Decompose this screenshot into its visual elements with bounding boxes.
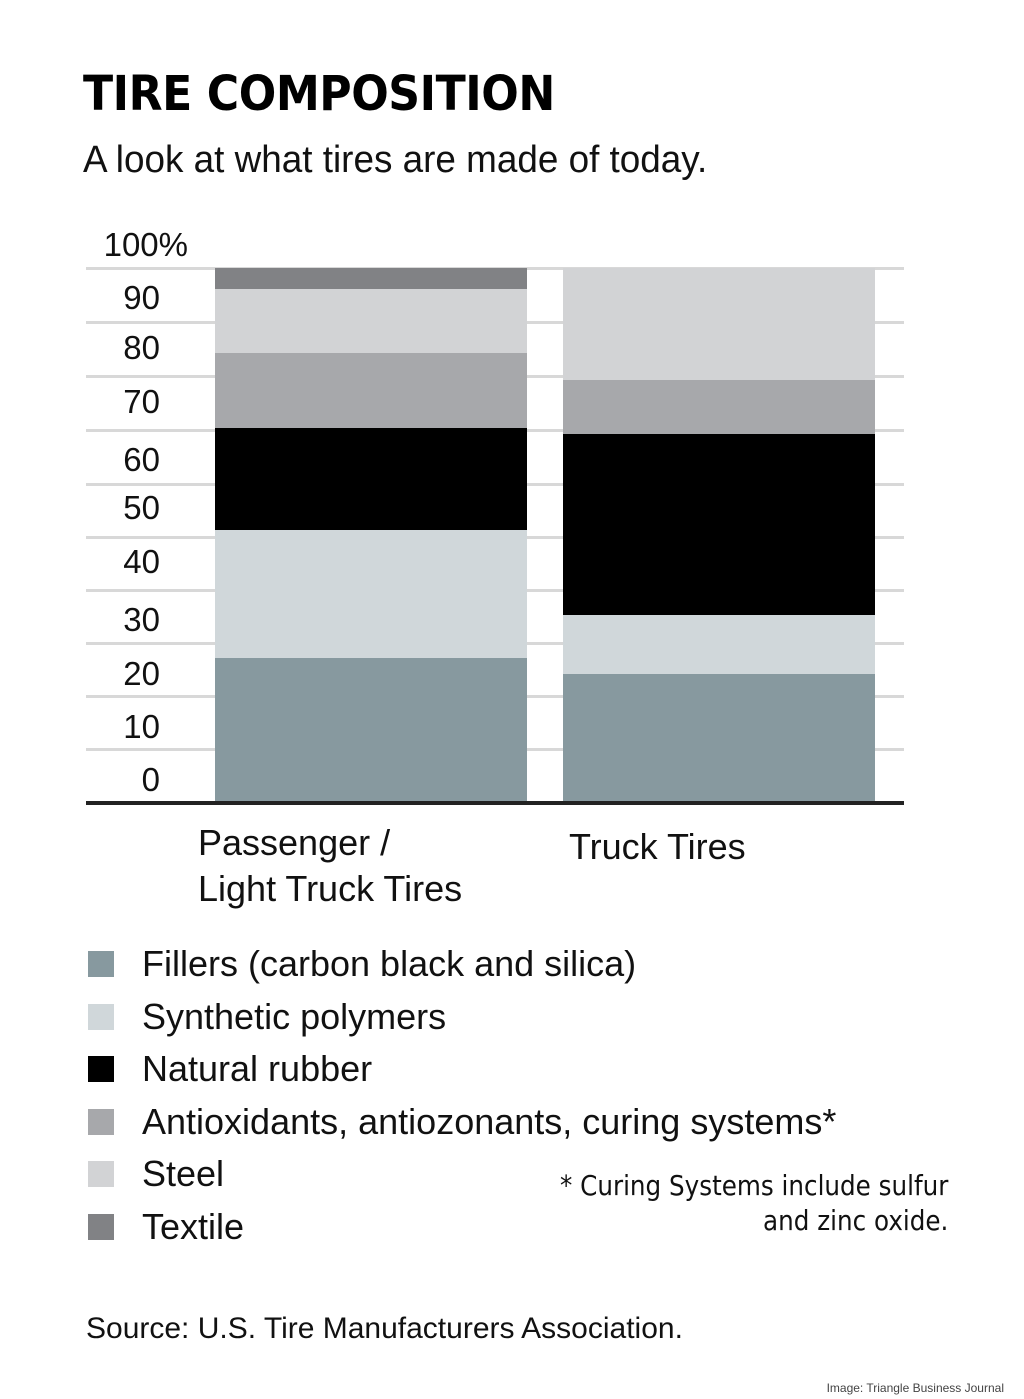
y-tick-label: 100%	[103, 226, 188, 263]
x-label-truck: Truck Tires	[569, 824, 746, 870]
bar-segment-synthetic-polymers	[215, 529, 527, 658]
legend-swatch	[88, 1003, 114, 1030]
bar-segment-natural-rubber	[215, 428, 527, 530]
y-tick-label: 40	[123, 543, 160, 580]
bar-segment-synthetic-polymers	[563, 615, 875, 674]
bar-segment-antioxidants-antiozonants-curing-systems	[215, 353, 527, 429]
legend-swatch	[88, 1213, 114, 1240]
legend-label: Natural rubber	[142, 1048, 373, 1090]
bar-segment-fillers-carbon-black-and-silica	[563, 673, 875, 802]
bar-segment-antioxidants-antiozonants-curing-systems	[563, 380, 875, 434]
legend-item-steel: Steel	[88, 1148, 836, 1201]
legend-item-antioxidants: Antioxidants, antiozonants, curing syste…	[88, 1096, 836, 1149]
source-note: Source: U.S. Tire Manufacturers Associat…	[86, 1312, 683, 1345]
legend-label: Fillers (carbon black and silica)	[142, 943, 637, 985]
bar-truck	[563, 268, 875, 802]
legend-label: Antioxidants, antiozonants, curing syste…	[142, 1100, 837, 1142]
y-tick-label: 60	[123, 441, 160, 478]
y-tick-label: 10	[123, 708, 160, 745]
legend-label: Textile	[142, 1205, 245, 1247]
footnote: * Curing Systems include sulfur and zinc…	[560, 1168, 948, 1238]
bar-passenger-light-truck	[215, 268, 527, 802]
bar-segment-steel	[215, 289, 527, 354]
y-tick-label: 80	[123, 329, 160, 366]
legend: Fillers (carbon black and silica) Synthe…	[88, 938, 836, 1253]
y-tick-label: 70	[123, 383, 160, 420]
legend-swatch	[88, 951, 114, 978]
legend-label: Synthetic polymers	[142, 995, 447, 1037]
legend-swatch	[88, 1056, 114, 1083]
x-label-line: Light Truck Tires	[198, 868, 463, 909]
y-tick-label: 30	[123, 601, 160, 638]
y-tick-label: 50	[123, 489, 160, 526]
x-label-line: Passenger /	[198, 822, 391, 863]
footnote-line: and zinc oxide.	[762, 1204, 948, 1237]
legend-item-natural-rubber: Natural rubber	[88, 1043, 836, 1096]
y-tick-label: 90	[123, 279, 160, 316]
legend-swatch	[88, 1161, 114, 1188]
legend-item-textile: Textile	[88, 1201, 836, 1254]
x-label-line: Truck Tires	[569, 826, 746, 867]
legend-item-fillers: Fillers (carbon black and silica)	[88, 938, 836, 991]
x-axis-baseline	[86, 801, 904, 805]
legend-item-synthetic-polymers: Synthetic polymers	[88, 991, 836, 1044]
plot-area: 100% 90 80 70 60 50 40 30 20 10 0 Passen…	[86, 226, 904, 909]
bar-segment-textile	[215, 268, 527, 290]
legend-swatch	[88, 1108, 114, 1135]
chart-subtitle: A look at what tires are made of today.	[83, 139, 708, 181]
y-tick-label: 0	[141, 761, 160, 798]
chart-title: TIRE COMPOSITION	[83, 66, 555, 122]
footnote-line: * Curing Systems include sulfur	[559, 1169, 948, 1202]
x-label-passenger: Passenger / Light Truck Tires	[198, 820, 462, 912]
image-credit: Image: Triangle Business Journal	[826, 1381, 1004, 1395]
bar-segment-natural-rubber	[563, 433, 875, 616]
y-tick-label: 20	[123, 655, 160, 692]
bar-segment-steel	[563, 268, 875, 381]
bar-segment-fillers-carbon-black-and-silica	[215, 657, 527, 802]
legend-label: Steel	[142, 1153, 225, 1195]
